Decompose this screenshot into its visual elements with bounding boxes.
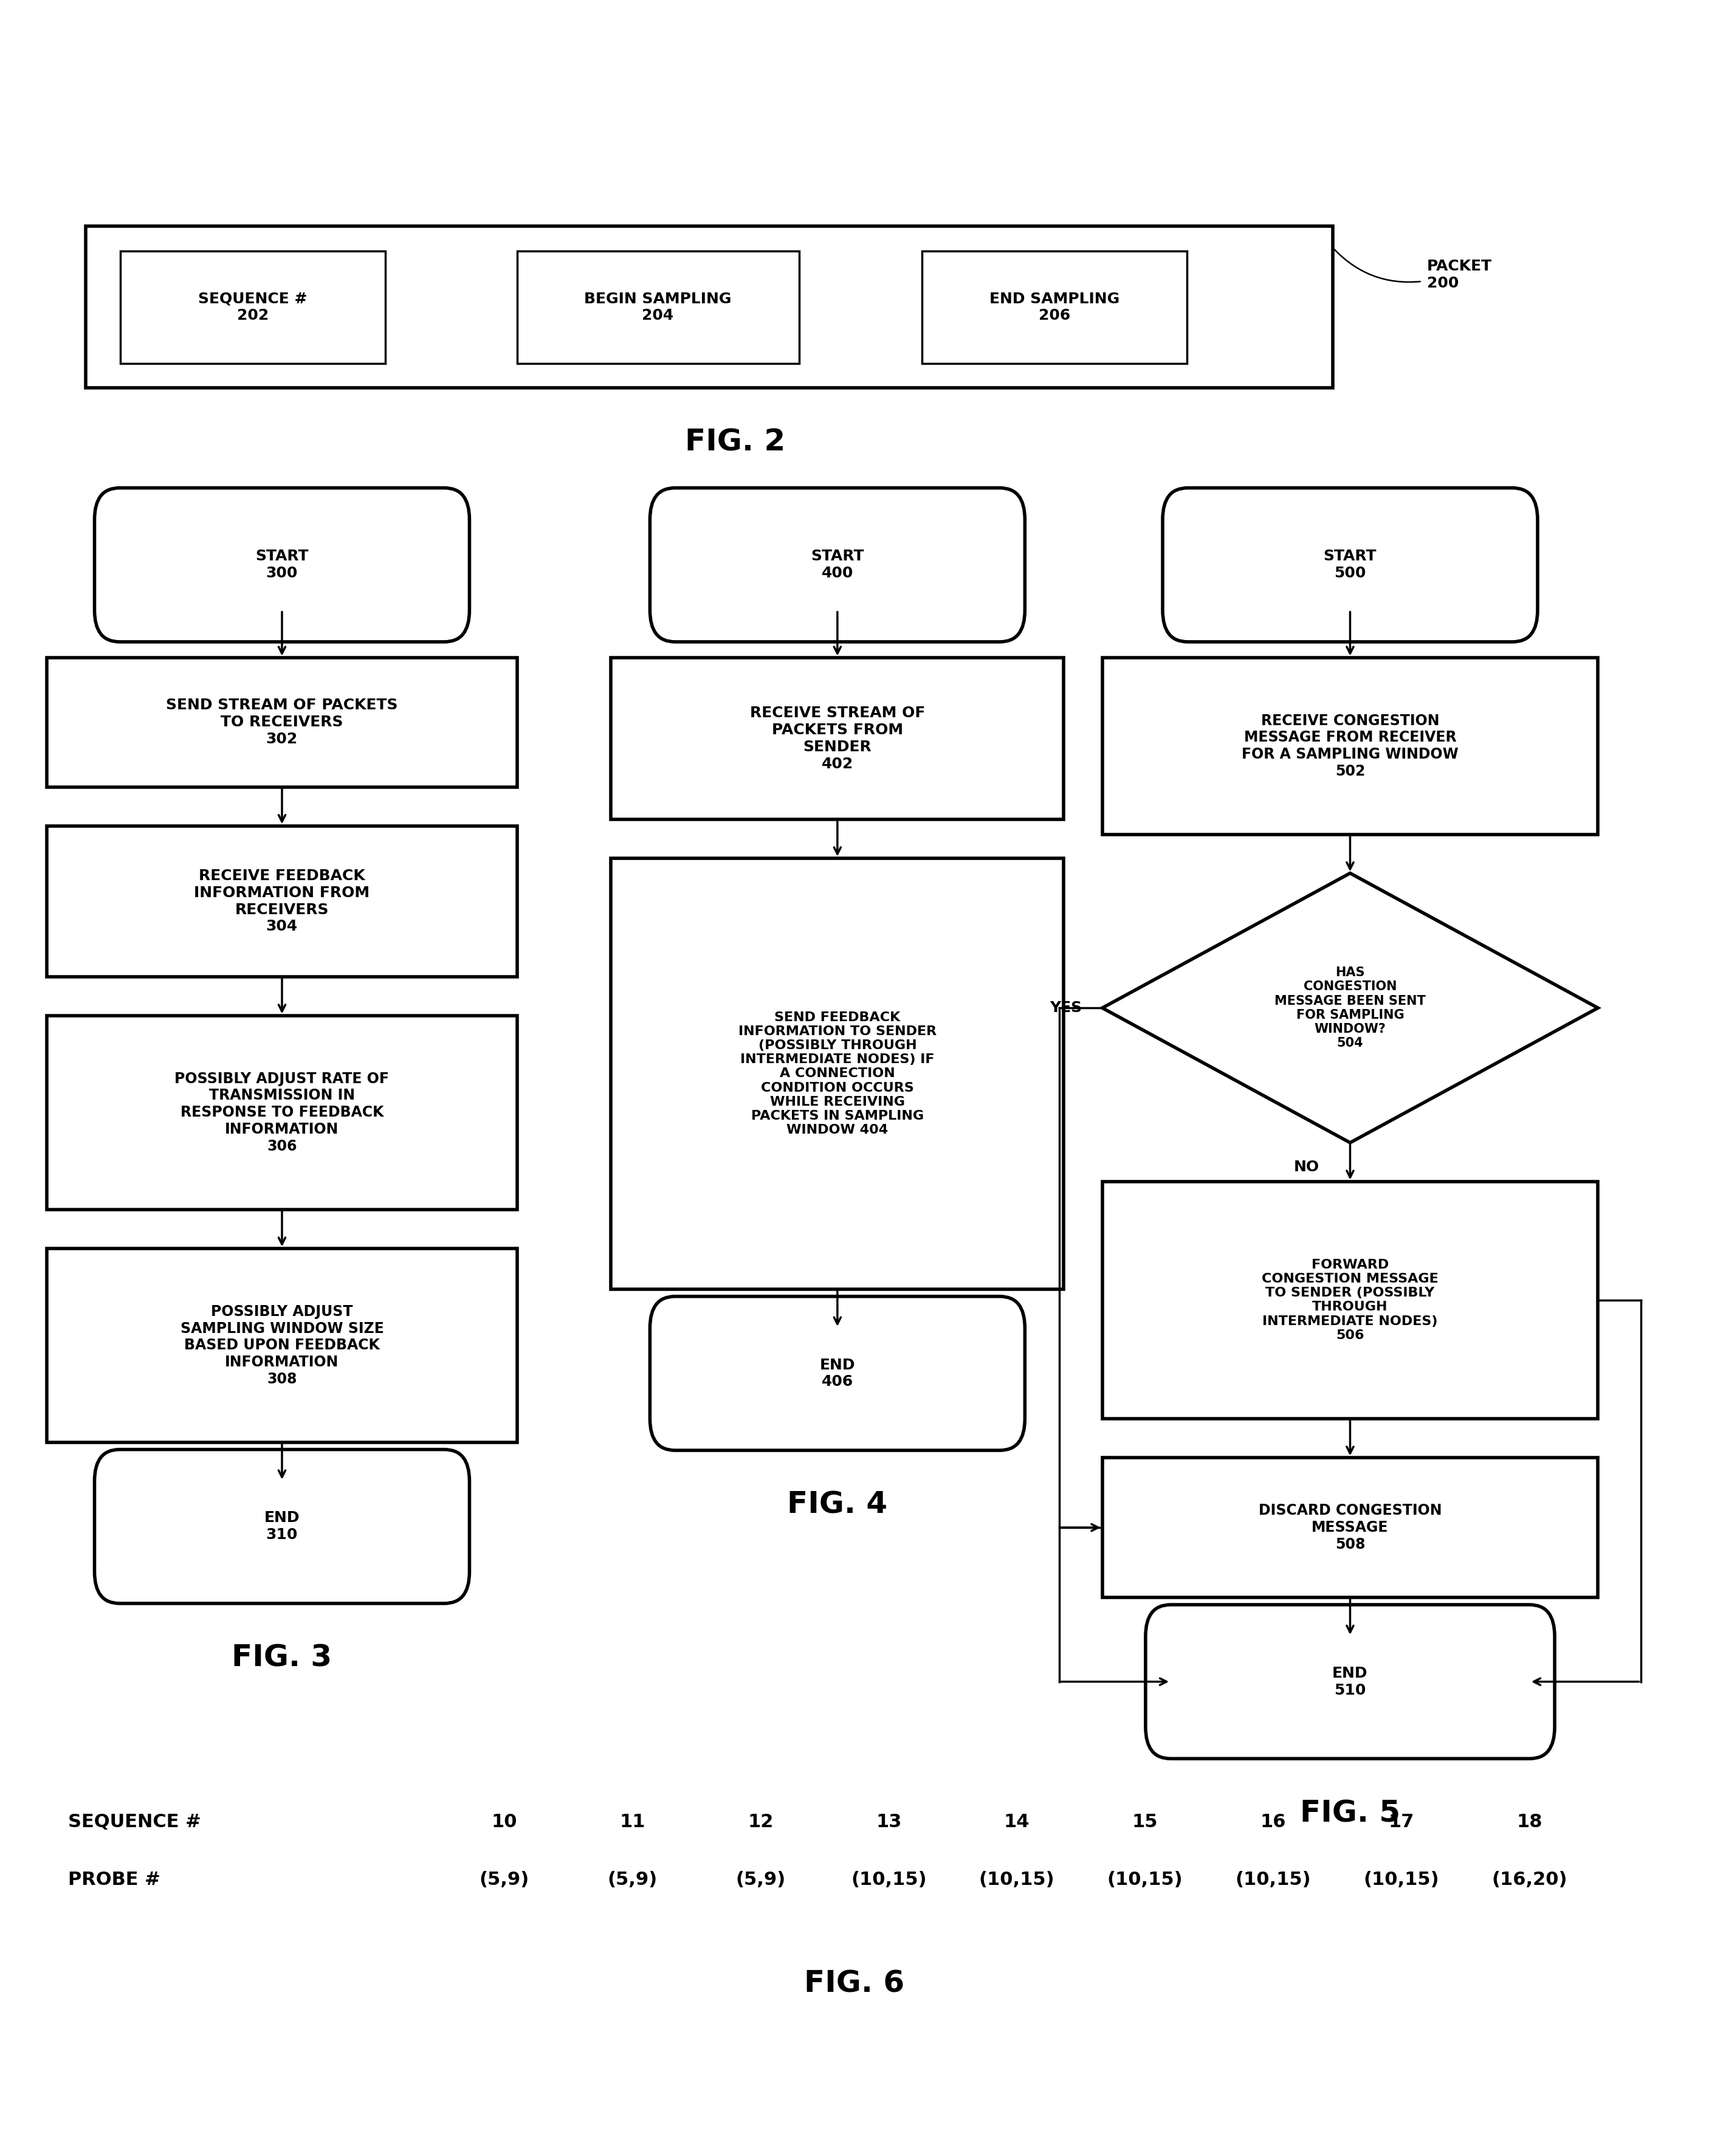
Text: 14: 14	[1003, 1813, 1031, 1830]
Bar	[1102, 658, 1598, 834]
Text: NO: NO	[1294, 1160, 1319, 1175]
Text: 15: 15	[1131, 1813, 1159, 1830]
Text: SEQUENCE #
202: SEQUENCE # 202	[198, 291, 308, 323]
Text: RECEIVE CONGESTION
MESSAGE FROM RECEIVER
FOR A SAMPLING WINDOW
502: RECEIVE CONGESTION MESSAGE FROM RECEIVER…	[1242, 714, 1458, 778]
Text: YES: YES	[1049, 1000, 1082, 1015]
Text: (10,15): (10,15)	[1236, 1871, 1311, 1889]
Text: PACKET
200: PACKET 200	[1427, 259, 1492, 291]
Text: FIG. 4: FIG. 4	[788, 1490, 887, 1520]
Text: FIG. 2: FIG. 2	[685, 427, 784, 457]
Bar	[46, 1015, 518, 1210]
FancyBboxPatch shape	[649, 1296, 1025, 1451]
Text: RECEIVE STREAM OF
PACKETS FROM
SENDER
402: RECEIVE STREAM OF PACKETS FROM SENDER 40…	[750, 705, 925, 772]
Text: END SAMPLING
206: END SAMPLING 206	[990, 291, 1119, 323]
Bar	[46, 826, 518, 977]
Text: POSSIBLY ADJUST RATE OF
TRANSMISSION IN
RESPONSE TO FEEDBACK
INFORMATION
306: POSSIBLY ADJUST RATE OF TRANSMISSION IN …	[174, 1072, 390, 1153]
Text: FIG. 6: FIG. 6	[805, 1968, 904, 1999]
Text: START
300: START 300	[255, 550, 309, 580]
Text: SEND FEEDBACK
INFORMATION TO SENDER
(POSSIBLY THROUGH
INTERMEDIATE NODES) IF
A C: SEND FEEDBACK INFORMATION TO SENDER (POS…	[738, 1011, 937, 1136]
Text: END
510: END 510	[1333, 1667, 1367, 1697]
Text: (5,9): (5,9)	[479, 1871, 530, 1889]
Text: (10,15): (10,15)	[1364, 1871, 1439, 1889]
Text: (10,15): (10,15)	[851, 1871, 926, 1889]
Text: 16: 16	[1260, 1813, 1287, 1830]
Text: PROBE #: PROBE #	[68, 1871, 161, 1889]
Text: SEQUENCE #: SEQUENCE #	[68, 1813, 202, 1830]
Text: START
500: START 500	[1323, 550, 1377, 580]
Text: (10,15): (10,15)	[1107, 1871, 1183, 1889]
Text: 12: 12	[747, 1813, 774, 1830]
Bar	[1102, 1457, 1598, 1598]
Text: 17: 17	[1388, 1813, 1415, 1830]
Text: (5,9): (5,9)	[735, 1871, 786, 1889]
Bar	[85, 226, 1333, 388]
Text: FIG. 5: FIG. 5	[1301, 1798, 1400, 1828]
FancyBboxPatch shape	[1145, 1604, 1555, 1759]
Bar	[120, 252, 385, 362]
FancyBboxPatch shape	[94, 487, 470, 642]
Bar	[923, 252, 1186, 362]
Text: 13: 13	[875, 1813, 902, 1830]
Text: FORWARD
CONGESTION MESSAGE
TO SENDER (POSSIBLY
THROUGH
INTERMEDIATE NODES)
506: FORWARD CONGESTION MESSAGE TO SENDER (PO…	[1261, 1259, 1439, 1341]
Text: HAS
CONGESTION
MESSAGE BEEN SENT
FOR SAMPLING
WINDOW?
504: HAS CONGESTION MESSAGE BEEN SENT FOR SAM…	[1275, 966, 1425, 1050]
Bar	[612, 858, 1065, 1289]
FancyBboxPatch shape	[94, 1449, 470, 1604]
Text: 10: 10	[490, 1813, 518, 1830]
Polygon shape	[1102, 873, 1598, 1143]
Text: RECEIVE FEEDBACK
INFORMATION FROM
RECEIVERS
304: RECEIVE FEEDBACK INFORMATION FROM RECEIV…	[195, 869, 369, 934]
Bar	[516, 252, 800, 362]
Text: 18: 18	[1516, 1813, 1543, 1830]
Text: END
310: END 310	[265, 1511, 299, 1542]
Text: END
406: END 406	[820, 1358, 854, 1388]
Text: POSSIBLY ADJUST
SAMPLING WINDOW SIZE
BASED UPON FEEDBACK
INFORMATION
308: POSSIBLY ADJUST SAMPLING WINDOW SIZE BAS…	[179, 1304, 385, 1386]
Text: DISCARD CONGESTION
MESSAGE
508: DISCARD CONGESTION MESSAGE 508	[1258, 1503, 1442, 1552]
Text: BEGIN SAMPLING
204: BEGIN SAMPLING 204	[584, 291, 731, 323]
Text: FIG. 3: FIG. 3	[232, 1643, 332, 1673]
Bar	[46, 658, 518, 787]
Text: 11: 11	[619, 1813, 646, 1830]
Text: (5,9): (5,9)	[607, 1871, 658, 1889]
Bar	[612, 658, 1065, 819]
Bar	[46, 1248, 518, 1442]
Text: START
400: START 400	[810, 550, 865, 580]
FancyBboxPatch shape	[649, 487, 1025, 642]
Text: SEND STREAM OF PACKETS
TO RECEIVERS
302: SEND STREAM OF PACKETS TO RECEIVERS 302	[166, 699, 398, 746]
FancyBboxPatch shape	[1162, 487, 1538, 642]
Bar	[1102, 1181, 1598, 1419]
Text: (10,15): (10,15)	[979, 1871, 1054, 1889]
Text: (16,20): (16,20)	[1492, 1871, 1567, 1889]
